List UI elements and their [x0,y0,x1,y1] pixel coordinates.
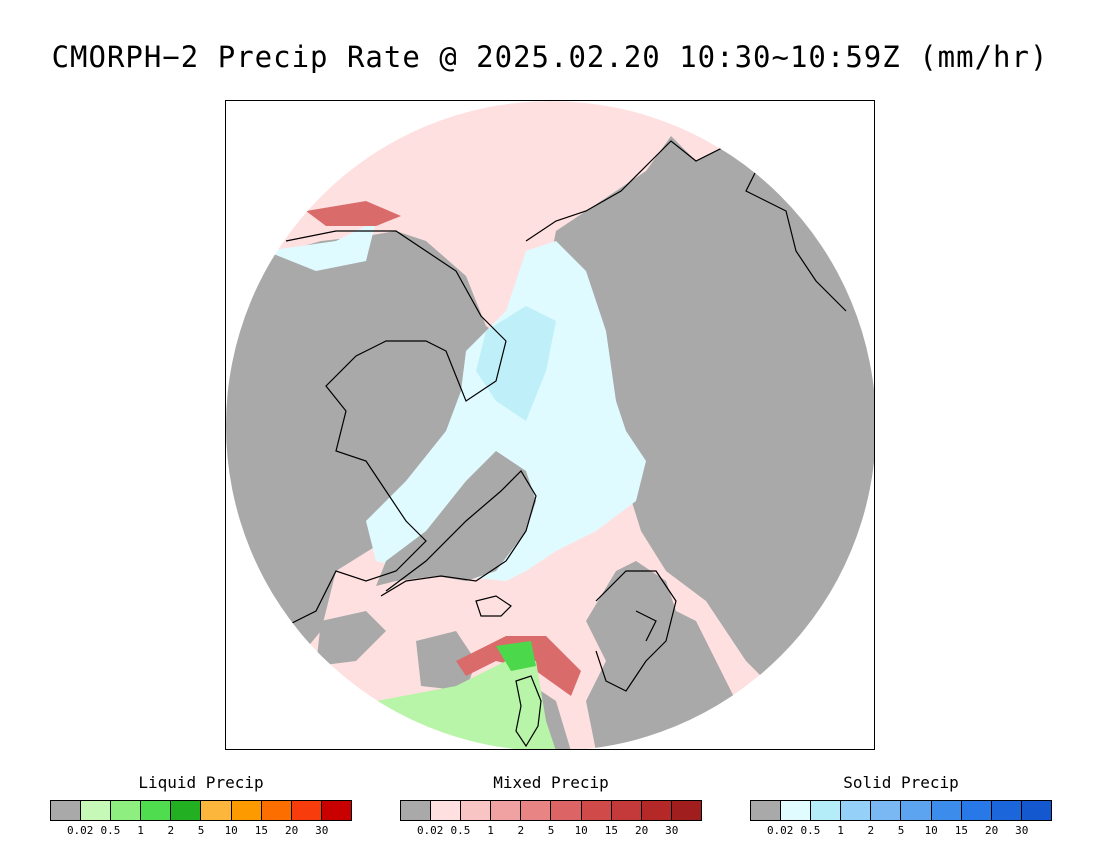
legend-swatch [461,801,492,820]
legend-swatch [291,801,322,820]
legend-swatch [991,801,1022,820]
legend-tick-label: 30 [1015,824,1029,837]
legend-tick-label: 1 [137,824,144,837]
greenland-landmass [376,451,536,586]
legend-colorbar [50,800,352,821]
legend-swatch [201,801,232,820]
legend-swatch [321,801,351,820]
legend-tick-label: 10 [924,824,938,837]
legend-tick-label: 10 [574,824,588,837]
legend-ticks: 0.02 0.5 1 2 5 10 15 20 30 [50,824,352,840]
legend-swatch [401,801,432,820]
legend-swatch [111,801,142,820]
legend-tick-label: 2 [167,824,175,837]
legend-tick-label: 0.5 [450,824,471,837]
page-title: CMORPH−2 Precip Rate @ 2025.02.20 10:30~… [51,40,1049,74]
polar-map-panel [225,100,875,750]
legend-title: Mixed Precip [493,773,609,792]
coastline-iceland [475,595,512,617]
legend-tick-label: 5 [547,824,555,837]
north-atlantic-gray-patch [316,611,386,666]
legend-swatch [51,801,82,820]
legend-swatch [811,801,842,820]
mixed-precip-band-northeast [306,201,401,226]
legend-tick-label: 1 [837,824,844,837]
legend-swatch [431,801,462,820]
legend-swatch [611,801,642,820]
iceland-sea-gray-patch [416,631,476,691]
legend-title: Solid Precip [843,773,959,792]
legend-tick-label: 20 [984,824,999,837]
pole-snow-band [476,306,556,421]
legend-swatch [231,801,262,820]
legend-swatch [931,801,962,820]
siberia-landmass [546,136,874,701]
legend-swatch [751,801,782,820]
legend-tick-label: 15 [604,824,619,837]
legend-tick-label: 1 [487,824,494,837]
legend-swatch [671,801,701,820]
legend-swatch [171,801,202,820]
legend-tick-label: 5 [197,824,205,837]
legend-swatch [641,801,672,820]
legend-tick-label: 0.5 [800,824,821,837]
coastline-siberia [525,140,847,312]
legend-tick-label: 15 [954,824,969,837]
north-america-landmass [226,231,526,661]
legend-tick-label: 0.5 [100,824,121,837]
legend-swatch [781,801,812,820]
liquid-precip-core [496,641,536,671]
coastline-north-america [285,230,507,627]
legend-swatch [581,801,612,820]
legend-ticks: 0.02 0.5 1 2 5 10 15 20 30 [400,824,702,840]
legend-tick-label: 5 [897,824,905,837]
legend-tick-label: 30 [315,824,329,837]
legend-swatch [141,801,172,820]
northwest-snow-streak [266,221,376,271]
legend-swatch [521,801,552,820]
legend-colorbar [750,800,1052,821]
legend-swatch [871,801,902,820]
legend-swatch [841,801,872,820]
coastline-uk [515,675,542,748]
legend-solid-precip: Solid Precip 0.02 0.5 1 2 5 10 15 20 30 [750,773,1052,843]
legend-ticks: 0.02 0.5 1 2 5 10 15 20 30 [750,824,1052,840]
legend-swatch [491,801,522,820]
legend-swatch [81,801,112,820]
legend-tick-label: 2 [867,824,875,837]
scandinavia-landmass [586,561,756,749]
legend-swatch [1021,801,1051,820]
legend-tick-label: 2 [517,824,525,837]
legend-swatch [551,801,582,820]
coastline-scandinavia [595,570,677,692]
polar-stereographic-map [226,101,874,749]
arctic-ocean-snow [366,241,646,581]
legend-tick-label: 0.02 [416,824,444,837]
legend-tick-label: 20 [284,824,299,837]
legend-tick-label: 0.02 [66,824,94,837]
legend-tick-label: 10 [224,824,238,837]
legend-swatch [901,801,932,820]
legend-title: Liquid Precip [138,773,264,792]
coastline-greenland [380,470,537,597]
legend-tick-label: 20 [634,824,649,837]
legend-mixed-precip: Mixed Precip 0.02 0.5 1 2 5 10 15 20 30 [400,773,702,843]
legend-colorbar [400,800,702,821]
legend-swatch [261,801,292,820]
legend-tick-label: 15 [254,824,269,837]
legend-tick-label: 30 [665,824,679,837]
legend-liquid-precip: Liquid Precip 0.02 0.5 1 2 5 10 15 20 30 [50,773,352,843]
legend-tick-label: 0.02 [766,824,794,837]
legend-swatch [961,801,992,820]
